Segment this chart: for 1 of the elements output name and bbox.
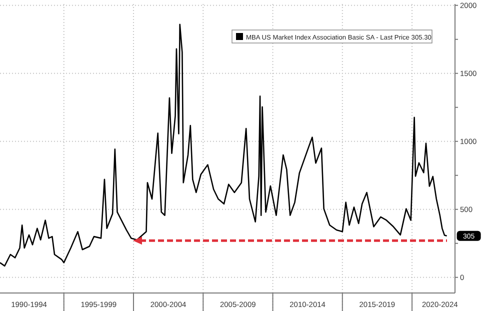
line-series xyxy=(0,24,448,267)
